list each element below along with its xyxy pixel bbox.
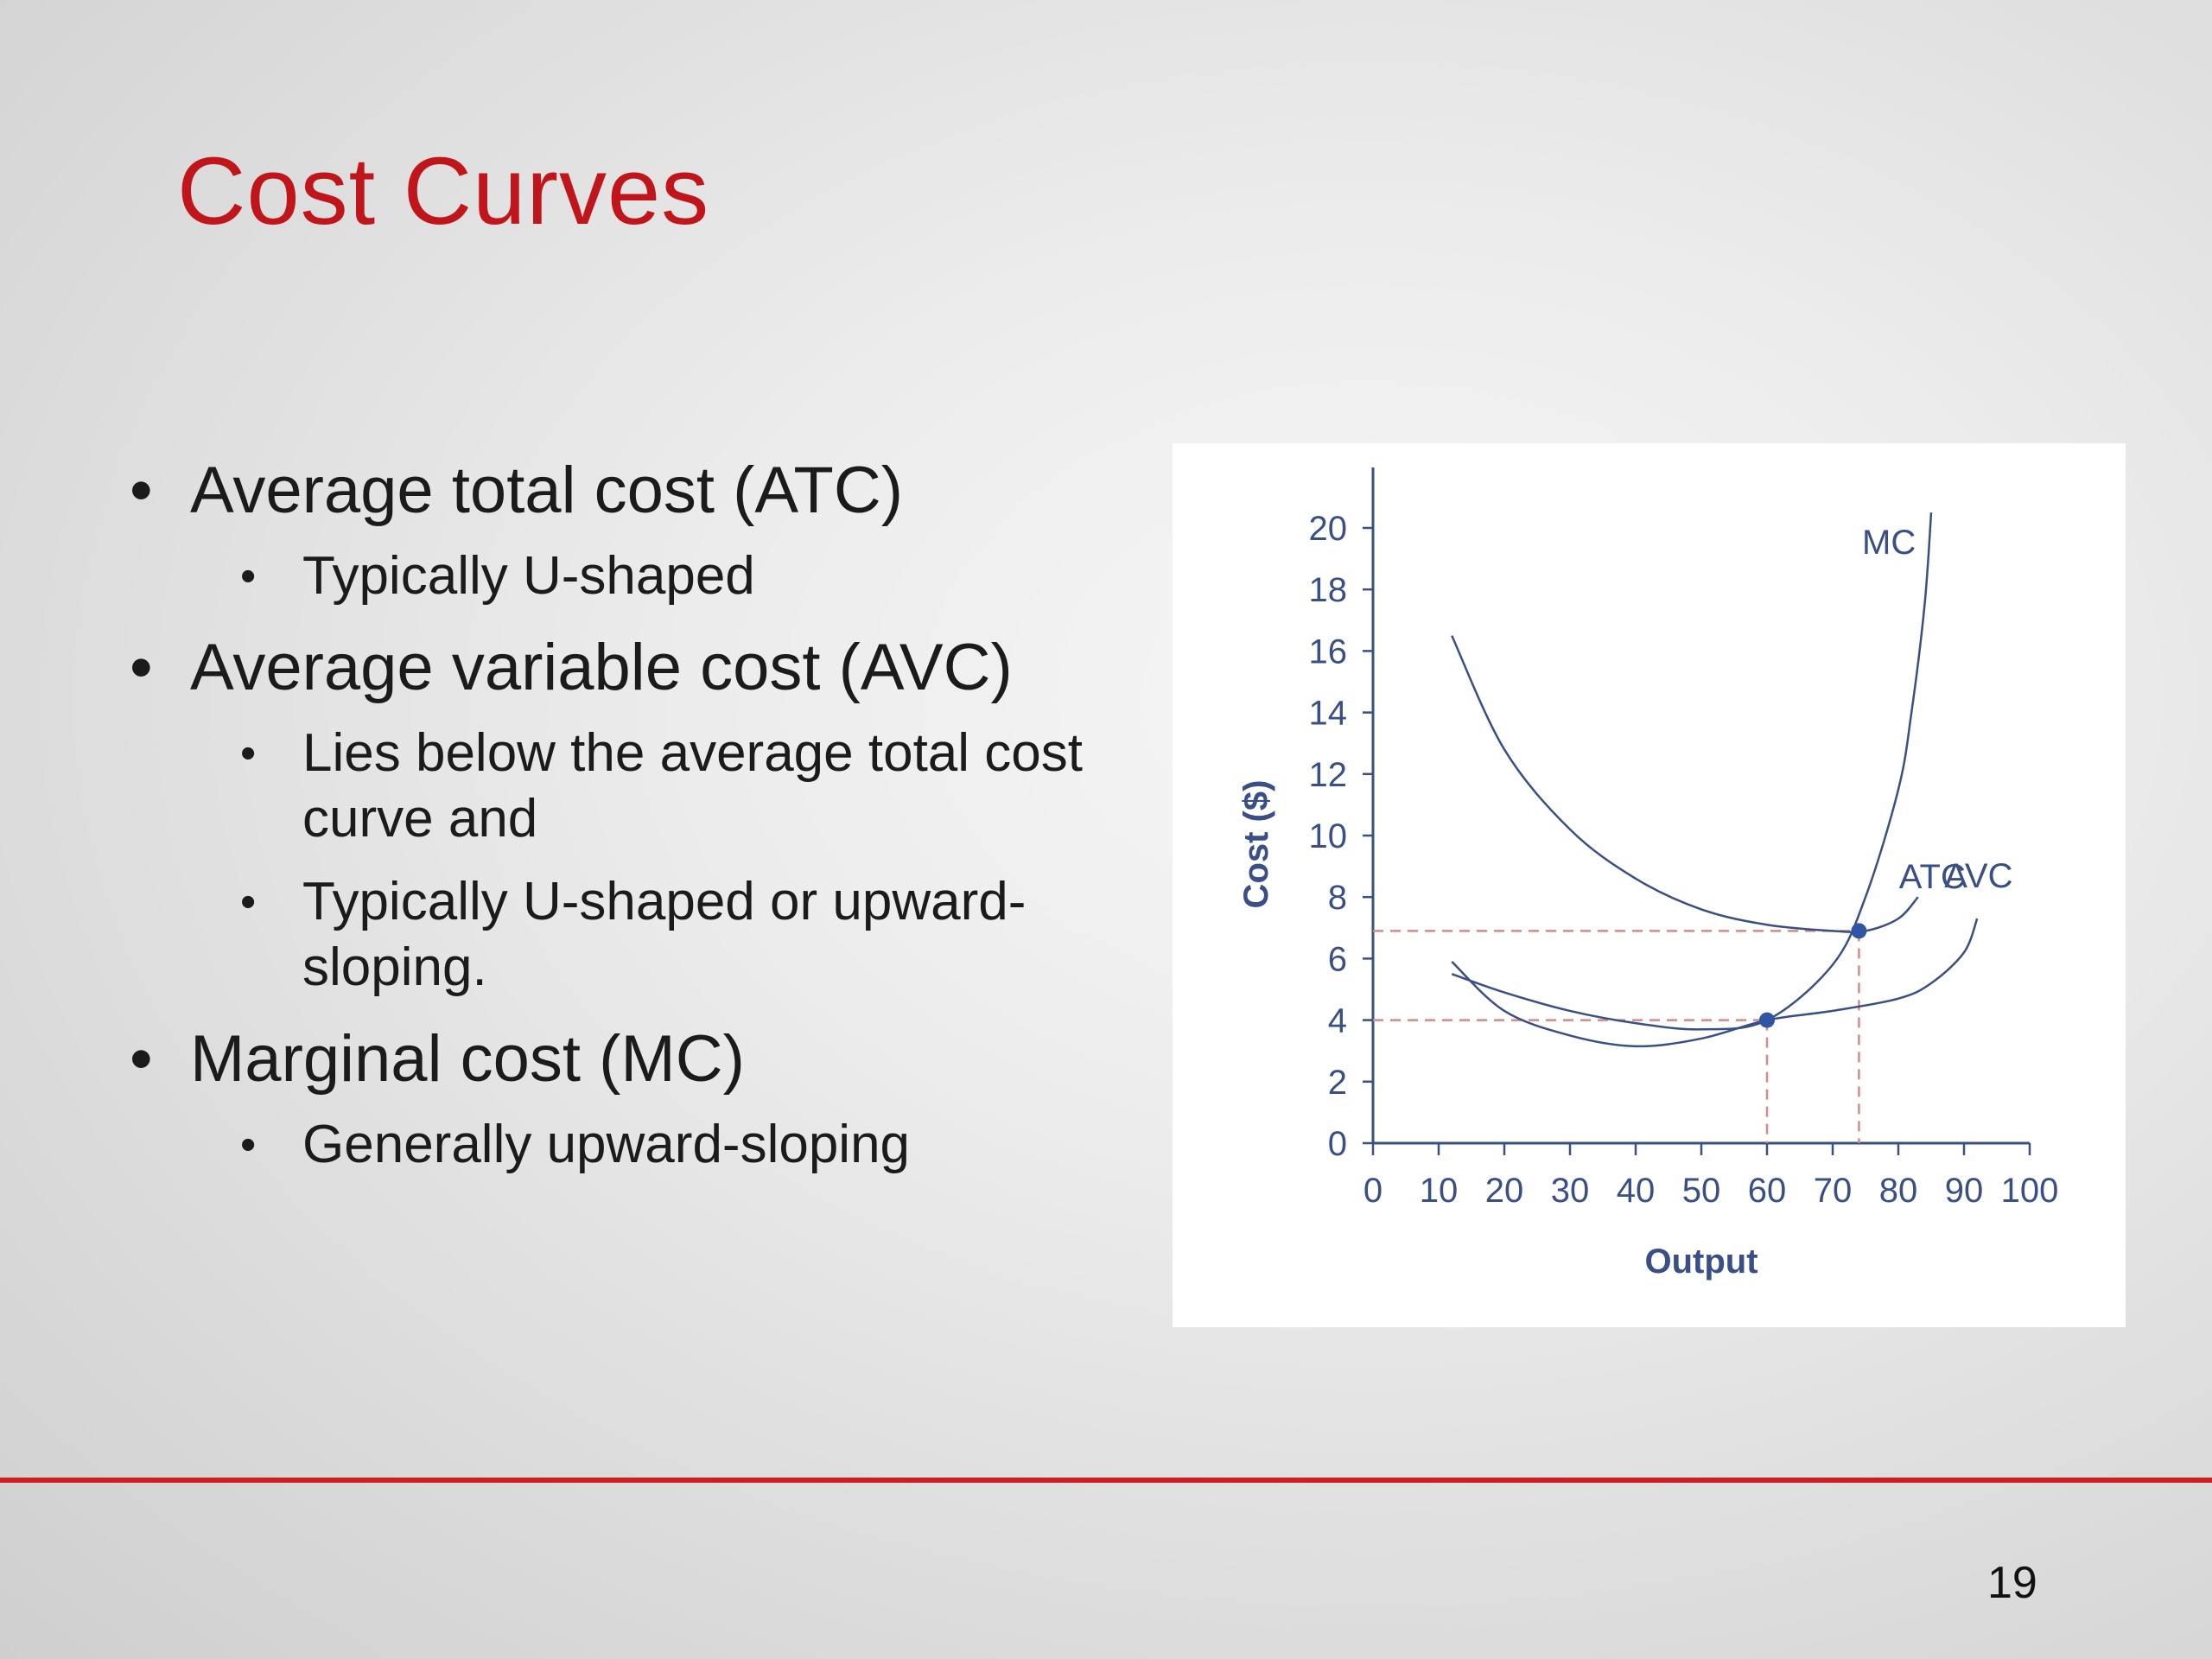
bullet-text: Marginal cost (MC) [190, 1022, 745, 1096]
y-tick-label: 6 [1328, 940, 1347, 978]
y-tick-label: 16 [1309, 632, 1348, 671]
intersection-point [1851, 923, 1867, 939]
sub-bullet-text: Typically U-shaped [302, 546, 755, 606]
bullet-marker: • [130, 454, 153, 527]
footer-divider [0, 1478, 2212, 1483]
intersection-point [1759, 1012, 1775, 1028]
slide-title: Cost Curves [177, 138, 710, 245]
x-axis-title: Output [1644, 1243, 1758, 1281]
bullet-atc: • Average total cost (ATC) [130, 449, 1166, 531]
bullet-text: Average variable cost (AVC) [190, 631, 1013, 704]
x-tick-label: 0 [1363, 1172, 1382, 1210]
y-tick-label: 0 [1328, 1125, 1347, 1163]
x-tick-label: 10 [1420, 1172, 1459, 1210]
sub-bullet-text: Generally upward-sloping [302, 1115, 911, 1174]
bullet-marker: • [240, 551, 257, 601]
series-atc-curve [1451, 635, 1919, 933]
bullet-marker: • [240, 877, 257, 927]
series-atc-label: ATC [1899, 858, 1966, 896]
x-tick-label: 80 [1879, 1172, 1918, 1210]
x-tick-label: 100 [2001, 1172, 2059, 1210]
cost-curves-chart: 0 2 4 6 8 10 12 14 16 18 20 0 10 20 30 40 50 60 70 80 90 100 O… [1173, 443, 2126, 1327]
sub-list: • Typically U-shaped [130, 543, 1166, 609]
y-tick-label: 18 [1309, 571, 1348, 609]
chart-canvas: 0 2 4 6 8 10 12 14 16 18 20 0 10 20 30 40 50 60 70 80 90 100 O… [1237, 467, 2059, 1281]
y-tick-label: 8 [1328, 879, 1347, 917]
y-tick-label: 10 [1309, 817, 1348, 855]
sub-list: • Lies below the average total cost curv… [130, 721, 1166, 1001]
sub-bullet: • Generally upward-sloping [130, 1112, 1166, 1178]
bullet-marker: • [130, 1022, 153, 1096]
x-tick-label: 40 [1617, 1172, 1656, 1210]
bullet-list: • Average total cost (ATC) • Typically U… [130, 449, 1166, 1195]
series-mc-curve [1451, 512, 1933, 1031]
series-mc-label: MC [1862, 524, 1916, 562]
x-tick-label: 50 [1682, 1172, 1721, 1210]
y-tick-label: 4 [1328, 1002, 1347, 1040]
sub-bullet-text: Typically U-shaped or upward-sloping. [302, 872, 1027, 997]
bullet-marker: • [240, 1120, 257, 1170]
series-avc-curve [1451, 918, 1979, 1048]
sub-bullet-text: Lies below the average total cost curve … [302, 723, 1083, 849]
x-tick-label: 70 [1814, 1172, 1853, 1210]
x-tick-label: 30 [1551, 1172, 1590, 1210]
page-number: 19 [1987, 1558, 2037, 1608]
sub-bullet: • Lies below the average total cost curv… [130, 721, 1132, 852]
bullet-marker: • [240, 728, 257, 779]
x-tick-label: 20 [1485, 1172, 1524, 1210]
y-tick-label: 20 [1309, 510, 1348, 548]
sub-bullet: • Typically U-shaped or upward-sloping. [130, 869, 1192, 1001]
bullet-avc: • Average variable cost (AVC) [130, 626, 1166, 709]
y-tick-label: 12 [1309, 756, 1348, 794]
sub-list: • Generally upward-sloping [130, 1112, 1166, 1178]
bullet-mc: • Marginal cost (MC) [130, 1018, 1166, 1100]
bullet-text: Average total cost (ATC) [190, 454, 904, 527]
x-tick-label: 60 [1748, 1172, 1787, 1210]
sub-bullet: • Typically U-shaped [130, 543, 1166, 609]
y-tick-label: 2 [1328, 1064, 1347, 1102]
x-tick-label: 90 [1945, 1172, 1984, 1210]
series-avc-label: AVC [1944, 857, 2012, 895]
bullet-marker: • [130, 631, 153, 704]
y-tick-label: 14 [1309, 695, 1348, 733]
y-axis-title: Cost ($) [1237, 780, 1275, 909]
